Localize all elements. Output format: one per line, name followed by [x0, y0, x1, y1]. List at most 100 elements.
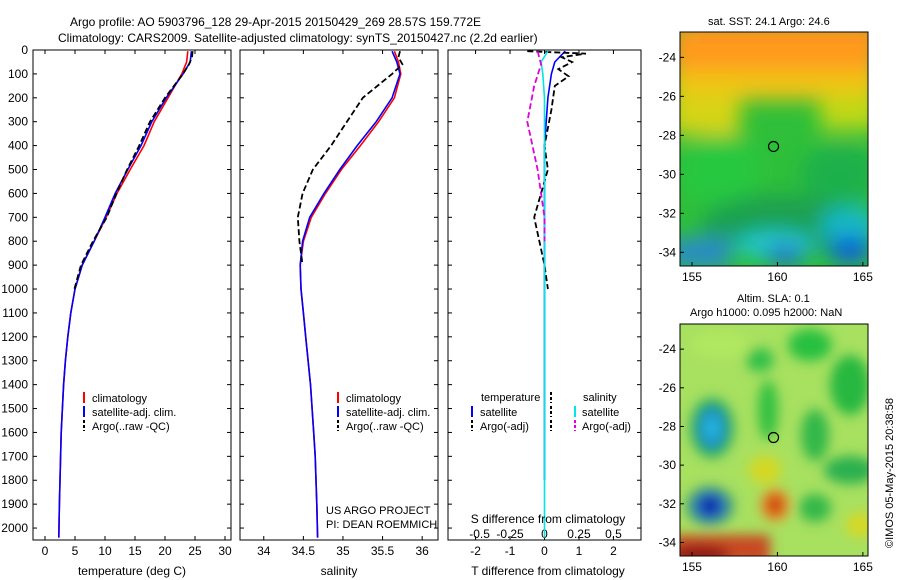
- salinity-x-axis: 34 34.5 35 35.5 36: [257, 50, 429, 558]
- x-tick-label: 35: [336, 544, 350, 558]
- map-y-tick-label: -26: [659, 89, 677, 103]
- map-y-tick-label: -28: [659, 128, 677, 142]
- map-y-tick-label: -34: [659, 535, 677, 549]
- sst-heatmap: [680, 32, 868, 266]
- x-tick-label: 25: [188, 544, 202, 558]
- depth-tick-label: 1000: [1, 282, 28, 296]
- argo-position-marker: [767, 140, 780, 153]
- depth-tick-label: 100: [8, 67, 28, 81]
- map-y-tick-label: -26: [659, 381, 677, 395]
- map-x-tick-label: 160: [767, 560, 787, 574]
- sla-map-subtitle: Argo h1000: 0.095 h2000: NaN: [690, 307, 842, 319]
- depth-tick-label: 1300: [1, 354, 28, 368]
- series-line: [296, 50, 404, 266]
- x-tick-label: 1: [576, 544, 583, 558]
- legend-label-climatology: climatology: [346, 393, 402, 405]
- legend-label-s-satellite: satellite: [582, 407, 619, 419]
- secondary-x-tick-label: 0.25: [567, 527, 591, 541]
- figure-title-line1: Argo profile: AO 5903796_128 29-Apr-2015…: [70, 15, 481, 29]
- t-difference-xlabel: T difference from climatology: [471, 564, 625, 578]
- salinity-difference-axis: -0.5 -0.25 0 0.25 0.5: [469, 527, 622, 541]
- depth-tick-label: 1700: [1, 449, 28, 463]
- sst-map-title: sat. SST: 24.1 Argo: 24.6: [708, 16, 830, 28]
- series-line: [526, 50, 546, 242]
- depth-tick-label: 500: [8, 163, 28, 177]
- depth-tick-label: 1600: [1, 425, 28, 439]
- map-y-tick-label: -30: [659, 458, 677, 472]
- temperature-panel-frame: [32, 49, 232, 541]
- credit-pi: PI: DEAN ROEMMICH: [326, 519, 437, 531]
- x-tick-label: 0: [541, 544, 548, 558]
- difference-legend: temperature salinity satellite Argo(-adj…: [471, 392, 631, 433]
- legend-label-satellite: satellite-adj. clim.: [92, 407, 176, 419]
- salinity-profile-lines: [296, 50, 404, 538]
- x-tick-label: 10: [98, 544, 112, 558]
- map-x-tick-label: 160: [767, 270, 787, 284]
- depth-tick-label: 1100: [2, 306, 28, 320]
- legend-label-argo: Argo(..raw -QC): [92, 421, 170, 433]
- secondary-x-tick-label: 0.5: [605, 527, 622, 541]
- difference-x-axis: -2 -1 0 1 2: [470, 50, 617, 558]
- depth-tick-label: 700: [8, 210, 28, 224]
- salinity-legend: climatology satellite-adj. clim. Argo(..…: [337, 392, 430, 433]
- map-y-tick-label: -32: [659, 497, 677, 511]
- map-x-tick-label: 155: [682, 270, 702, 284]
- x-tick-label: 20: [158, 544, 172, 558]
- argo-position-marker: [767, 431, 780, 444]
- legend-label-climatology: climatology: [92, 393, 148, 405]
- depth-axis: 0 100 200 300 400 500 600 700 800 900 1000 1100 1200…: [1, 43, 641, 535]
- secondary-x-tick-label: -0.25: [496, 527, 524, 541]
- depth-tick-label: 2000: [1, 521, 28, 535]
- salinity-panel-frame: [239, 49, 439, 541]
- map-y-tick-label: -24: [659, 50, 677, 64]
- sla-map-axes: 155 160 165 -24 -26 -28 -30 -32 -34: [659, 342, 874, 574]
- difference-profile-lines: [526, 50, 587, 538]
- legend-label-t-argo: Argo(-adj): [480, 421, 529, 433]
- secondary-x-tick-label: -0.5: [469, 527, 490, 541]
- depth-tick-label: 1400: [1, 378, 28, 392]
- legend-label-s-argo: Argo(-adj): [582, 421, 631, 433]
- map-y-tick-label: -24: [659, 342, 677, 356]
- depth-tick-label: 1900: [1, 497, 28, 511]
- series-line: [299, 50, 401, 538]
- salinity-xlabel: salinity: [321, 564, 358, 578]
- legend-label-satellite: satellite-adj. clim.: [346, 407, 430, 419]
- map-x-tick-label: 165: [853, 270, 873, 284]
- x-tick-label: 2: [610, 544, 617, 558]
- sla-heatmap: [680, 324, 868, 556]
- depth-tick-label: 1200: [1, 330, 28, 344]
- sst-map-axes: 155 160 165 -24 -26 -28 -30 -32 -34: [659, 50, 874, 284]
- depth-tick-label: 300: [8, 115, 28, 129]
- x-tick-label: 5: [72, 544, 79, 558]
- figure-title-line2: Climatology: CARS2009. Satellite-adjuste…: [58, 31, 538, 45]
- depth-tick-label: 900: [8, 258, 28, 272]
- imos-watermark: ©IMOS 05-May-2015 20:38:58: [884, 398, 896, 548]
- depth-tick-label: 1500: [1, 402, 28, 416]
- depth-tick-label: 400: [8, 139, 28, 153]
- depth-tick-label: 0: [21, 43, 28, 57]
- s-difference-xlabel: S difference from climatology: [471, 512, 626, 526]
- temperature-x-axis: 0 5 10 15 20 25 30: [42, 50, 232, 558]
- depth-tick-label: 200: [8, 91, 28, 105]
- sst-map-frame: [679, 31, 869, 267]
- depth-tick-label: 800: [8, 234, 28, 248]
- sla-map-frame: [679, 323, 869, 557]
- series-line: [540, 50, 549, 538]
- x-tick-label: 34: [257, 544, 271, 558]
- x-tick-label: 15: [128, 544, 142, 558]
- map-y-tick-label: -32: [659, 206, 677, 220]
- series-line: [58, 51, 189, 538]
- depth-tick-label: 600: [8, 186, 28, 200]
- x-tick-label: -2: [470, 544, 481, 558]
- sla-map-title: Altim. SLA: 0.1: [737, 293, 810, 305]
- temperature-xlabel: temperature (deg C): [78, 564, 186, 578]
- x-tick-label: 30: [218, 544, 232, 558]
- series-line: [58, 51, 193, 538]
- legend-label-argo: Argo(..raw -QC): [346, 421, 424, 433]
- depth-tick-label: 1800: [1, 473, 28, 487]
- x-tick-label: 36: [415, 544, 429, 558]
- legend-title-temperature: temperature: [481, 392, 540, 404]
- legend-title-salinity: salinity: [583, 392, 617, 404]
- legend-label-t-satellite: satellite: [480, 407, 517, 419]
- map-x-tick-label: 155: [682, 560, 702, 574]
